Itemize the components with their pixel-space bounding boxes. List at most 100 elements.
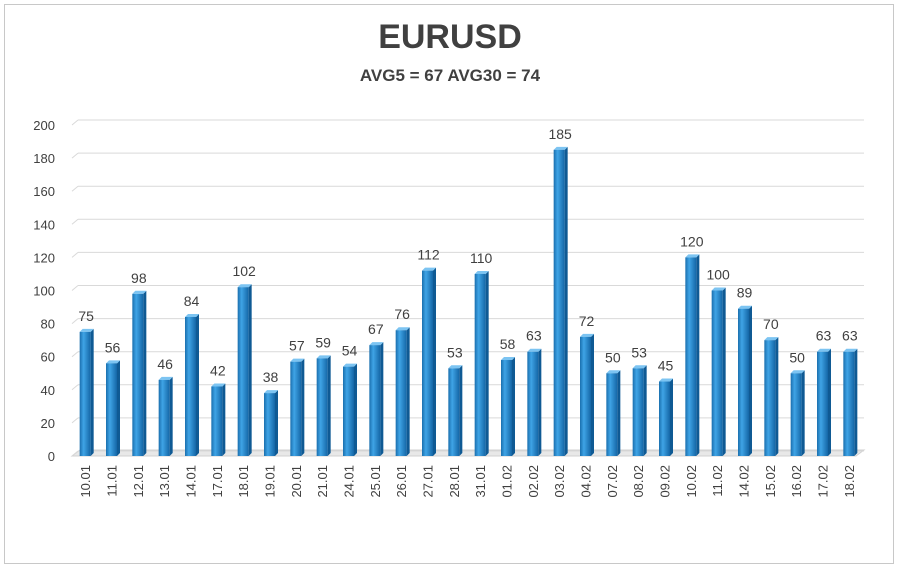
bar (343, 366, 354, 456)
bar-top (264, 390, 278, 394)
bar-top (185, 313, 199, 317)
data-label: 42 (210, 362, 226, 378)
bar-group (711, 287, 726, 456)
gridline-depth (71, 252, 79, 258)
data-label: 58 (500, 336, 516, 352)
bar-side (485, 270, 489, 456)
bar-top (843, 348, 858, 352)
bar-side (117, 360, 120, 456)
x-tick-label: 04.02 (579, 465, 594, 498)
bar-group (158, 376, 173, 456)
bar-group (237, 284, 252, 456)
y-axis-ticks: 0 20 40 60 80 100 120 140 160 180 200 (33, 118, 55, 464)
bar-side (828, 348, 831, 456)
bar-side (643, 365, 647, 456)
bar-top (79, 328, 94, 332)
bar-top (290, 358, 305, 362)
data-label: 54 (342, 343, 358, 359)
bar-group (685, 254, 700, 456)
bar-side (538, 348, 542, 456)
bar-top (422, 267, 436, 271)
bar-group (527, 348, 542, 456)
x-tick-label: 28.01 (447, 465, 462, 498)
bar-top (395, 327, 410, 331)
bar-group (790, 370, 805, 456)
bar-side (380, 342, 384, 456)
bar-top (501, 357, 515, 361)
x-tick-label: 17.01 (210, 465, 225, 498)
data-label: 102 (232, 263, 256, 279)
data-label: 112 (417, 247, 440, 263)
bar-top (132, 290, 147, 294)
bar (580, 336, 591, 456)
bar-group (659, 378, 673, 456)
x-tick-label: 25.01 (368, 465, 383, 498)
gridline-depth (71, 351, 79, 358)
bar-top (632, 365, 647, 369)
data-label: 76 (394, 306, 410, 322)
bar-top (790, 370, 805, 374)
bar-side (301, 358, 305, 456)
bar (685, 257, 697, 456)
x-tick-label: 26.01 (394, 465, 409, 498)
bar-top (685, 254, 700, 258)
bar (264, 393, 275, 456)
data-label: 63 (842, 328, 858, 344)
bar-group (316, 355, 331, 456)
x-tick-label: 01.02 (500, 465, 515, 498)
bar-top (474, 270, 489, 274)
bar (316, 358, 328, 456)
chart-title: EURUSD (378, 18, 522, 56)
bar (369, 345, 381, 456)
data-label: 67 (368, 321, 384, 337)
y-tick-label: 60 (41, 350, 55, 365)
x-tick-label: 03.02 (552, 465, 567, 498)
data-label: 75 (78, 308, 94, 324)
data-label: 185 (548, 126, 572, 142)
gridline-depth (71, 417, 79, 424)
gridline-depth (71, 185, 79, 192)
bar-group (106, 360, 120, 456)
x-tick-label: 09.02 (658, 465, 673, 498)
y-tick-label: 200 (33, 118, 55, 133)
bar (817, 351, 828, 456)
bar-top (527, 348, 542, 352)
bar-side (854, 348, 858, 456)
bar-top (738, 305, 752, 309)
data-label: 63 (526, 328, 542, 344)
data-label: 59 (315, 334, 331, 350)
bar-top (106, 360, 120, 364)
bar-top (343, 363, 357, 367)
data-label: 98 (131, 270, 147, 286)
data-label: 53 (631, 344, 647, 360)
bar-side (512, 357, 515, 456)
x-tick-label: 20.01 (289, 465, 304, 498)
bar-top (580, 333, 594, 337)
gridline-depth (71, 285, 79, 291)
bar-group (264, 390, 278, 456)
data-label: 89 (737, 285, 753, 301)
data-label: 53 (447, 344, 463, 360)
bar-top (369, 342, 384, 346)
data-label: 56 (105, 339, 121, 355)
x-tick-label: 11.02 (710, 465, 725, 497)
bar-top (659, 378, 673, 382)
data-label: 120 (680, 233, 704, 249)
bar-top (606, 370, 621, 374)
data-label: 84 (184, 293, 200, 309)
bar (158, 379, 170, 456)
y-tick-label: 140 (33, 217, 55, 232)
bar-group (211, 383, 226, 456)
x-tick-label: 13.01 (157, 465, 172, 498)
bar (237, 287, 249, 456)
bar-side (775, 337, 779, 456)
bar-group (817, 348, 831, 456)
x-tick-label: 27.01 (421, 465, 436, 498)
bar-group (79, 328, 94, 456)
data-labels: 75 56 98 46 84 42 102 38 57 59 54 67 76 112 53 110 58 63 1… (78, 126, 857, 385)
bar-side (670, 378, 673, 456)
x-tick-label: 24.01 (342, 465, 357, 498)
bar (606, 373, 618, 456)
x-tick-label: 02.02 (526, 465, 541, 498)
bar (738, 308, 749, 456)
